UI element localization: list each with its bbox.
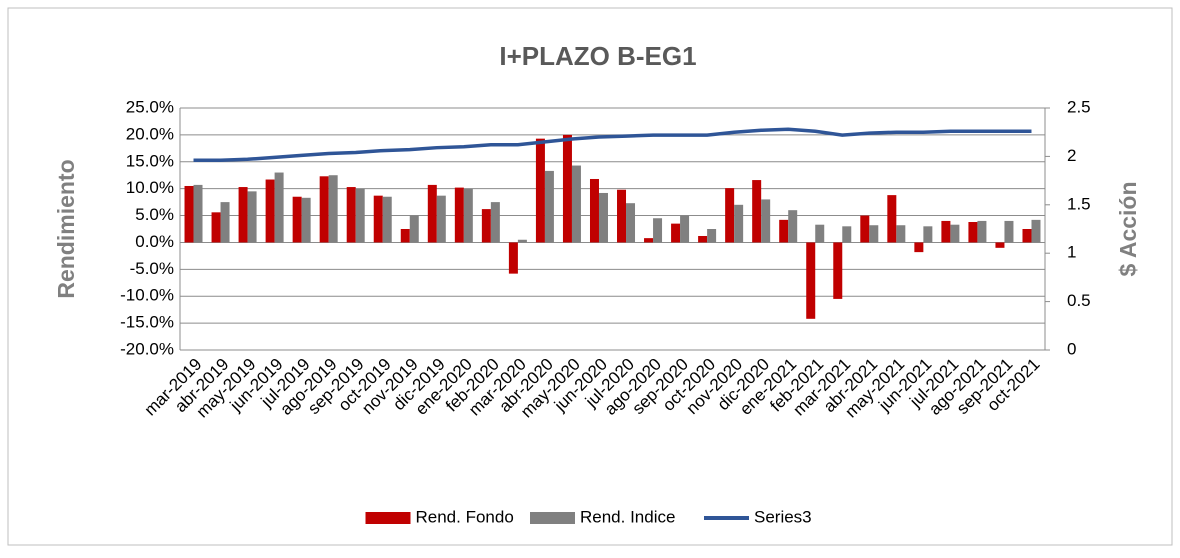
bar (301, 197, 311, 243)
bar (535, 138, 545, 243)
bar (184, 185, 194, 243)
y-tick-label: 10.0% (126, 178, 174, 197)
bar (923, 226, 933, 243)
y-tick-label: -20.0% (120, 339, 174, 358)
bar (1022, 229, 1032, 243)
line (193, 127, 1032, 163)
bar (779, 219, 789, 243)
bar (490, 202, 500, 243)
bar (950, 224, 960, 243)
bar (400, 229, 410, 243)
legend-label: Rend. Fondo (416, 507, 514, 526)
bar (644, 238, 654, 243)
bar (860, 215, 870, 243)
bar (1031, 219, 1041, 243)
chart-border (7, 7, 1173, 546)
y2-tick-label: 0.5 (1067, 291, 1091, 310)
bar (788, 210, 798, 243)
bar (680, 215, 690, 243)
bar (463, 188, 473, 243)
bar (896, 225, 906, 243)
bar (274, 172, 284, 243)
y-axis-title: Rendimiento (53, 159, 79, 298)
y-tick-label: 0.0% (135, 232, 174, 251)
bar (211, 212, 221, 243)
y2-tick-label: 2 (1067, 146, 1076, 165)
bar (247, 191, 257, 243)
bar (626, 203, 636, 243)
bar (833, 242, 843, 299)
bar (544, 170, 554, 243)
y-tick-label: -15.0% (120, 313, 174, 332)
bar (355, 188, 365, 243)
bar (869, 225, 879, 243)
bar (571, 165, 581, 243)
bar (977, 220, 987, 243)
bar (617, 189, 627, 243)
bar (707, 229, 717, 243)
bar (373, 195, 383, 243)
y2-axis-title: $ Acción (1115, 181, 1141, 276)
bar (941, 220, 951, 243)
legend-label: Rend. Indice (580, 507, 675, 526)
legend-swatch (365, 512, 411, 524)
bar (598, 192, 608, 243)
y2-tick-label: 1 (1067, 243, 1076, 262)
bar (382, 196, 392, 243)
bar (914, 242, 924, 253)
bar (517, 239, 527, 243)
bar (806, 242, 816, 319)
bar (292, 196, 302, 243)
bar (761, 199, 771, 243)
bar (481, 209, 491, 243)
bar (653, 218, 663, 243)
bar (734, 204, 744, 243)
y-tick-label: 15.0% (126, 151, 174, 170)
bar (671, 223, 681, 243)
y2-tick-label: 2.5 (1067, 97, 1091, 116)
bar (319, 176, 329, 243)
bar (436, 195, 446, 243)
bar (887, 195, 897, 243)
bar (193, 184, 203, 243)
y-tick-label: 20.0% (126, 124, 174, 143)
bar (589, 178, 599, 243)
bar (409, 215, 419, 243)
bar (454, 187, 464, 243)
bar (562, 134, 572, 243)
bar (238, 187, 248, 243)
y2-tick-label: 0 (1067, 339, 1076, 358)
y-tick-label: 25.0% (126, 97, 174, 116)
bar (698, 235, 708, 243)
bar (346, 187, 356, 243)
bar (842, 226, 852, 243)
y-tick-label: -5.0% (130, 259, 174, 278)
bar (1004, 220, 1014, 243)
bar (220, 202, 230, 243)
y2-tick-label: 1.5 (1067, 194, 1091, 213)
legend-swatch (530, 512, 575, 524)
legend-label: Series3 (754, 507, 812, 526)
bar (427, 184, 437, 243)
bar (265, 179, 275, 243)
bar (995, 242, 1005, 248)
bar (815, 224, 825, 243)
y-tick-label: 5.0% (135, 205, 174, 224)
y-tick-label: -10.0% (120, 286, 174, 305)
bar (725, 188, 735, 243)
bar (508, 242, 518, 274)
bar (752, 180, 762, 243)
bar (328, 175, 338, 243)
bar (968, 222, 978, 243)
chart-title: I+PLAZO B-EG1 (499, 41, 696, 71)
